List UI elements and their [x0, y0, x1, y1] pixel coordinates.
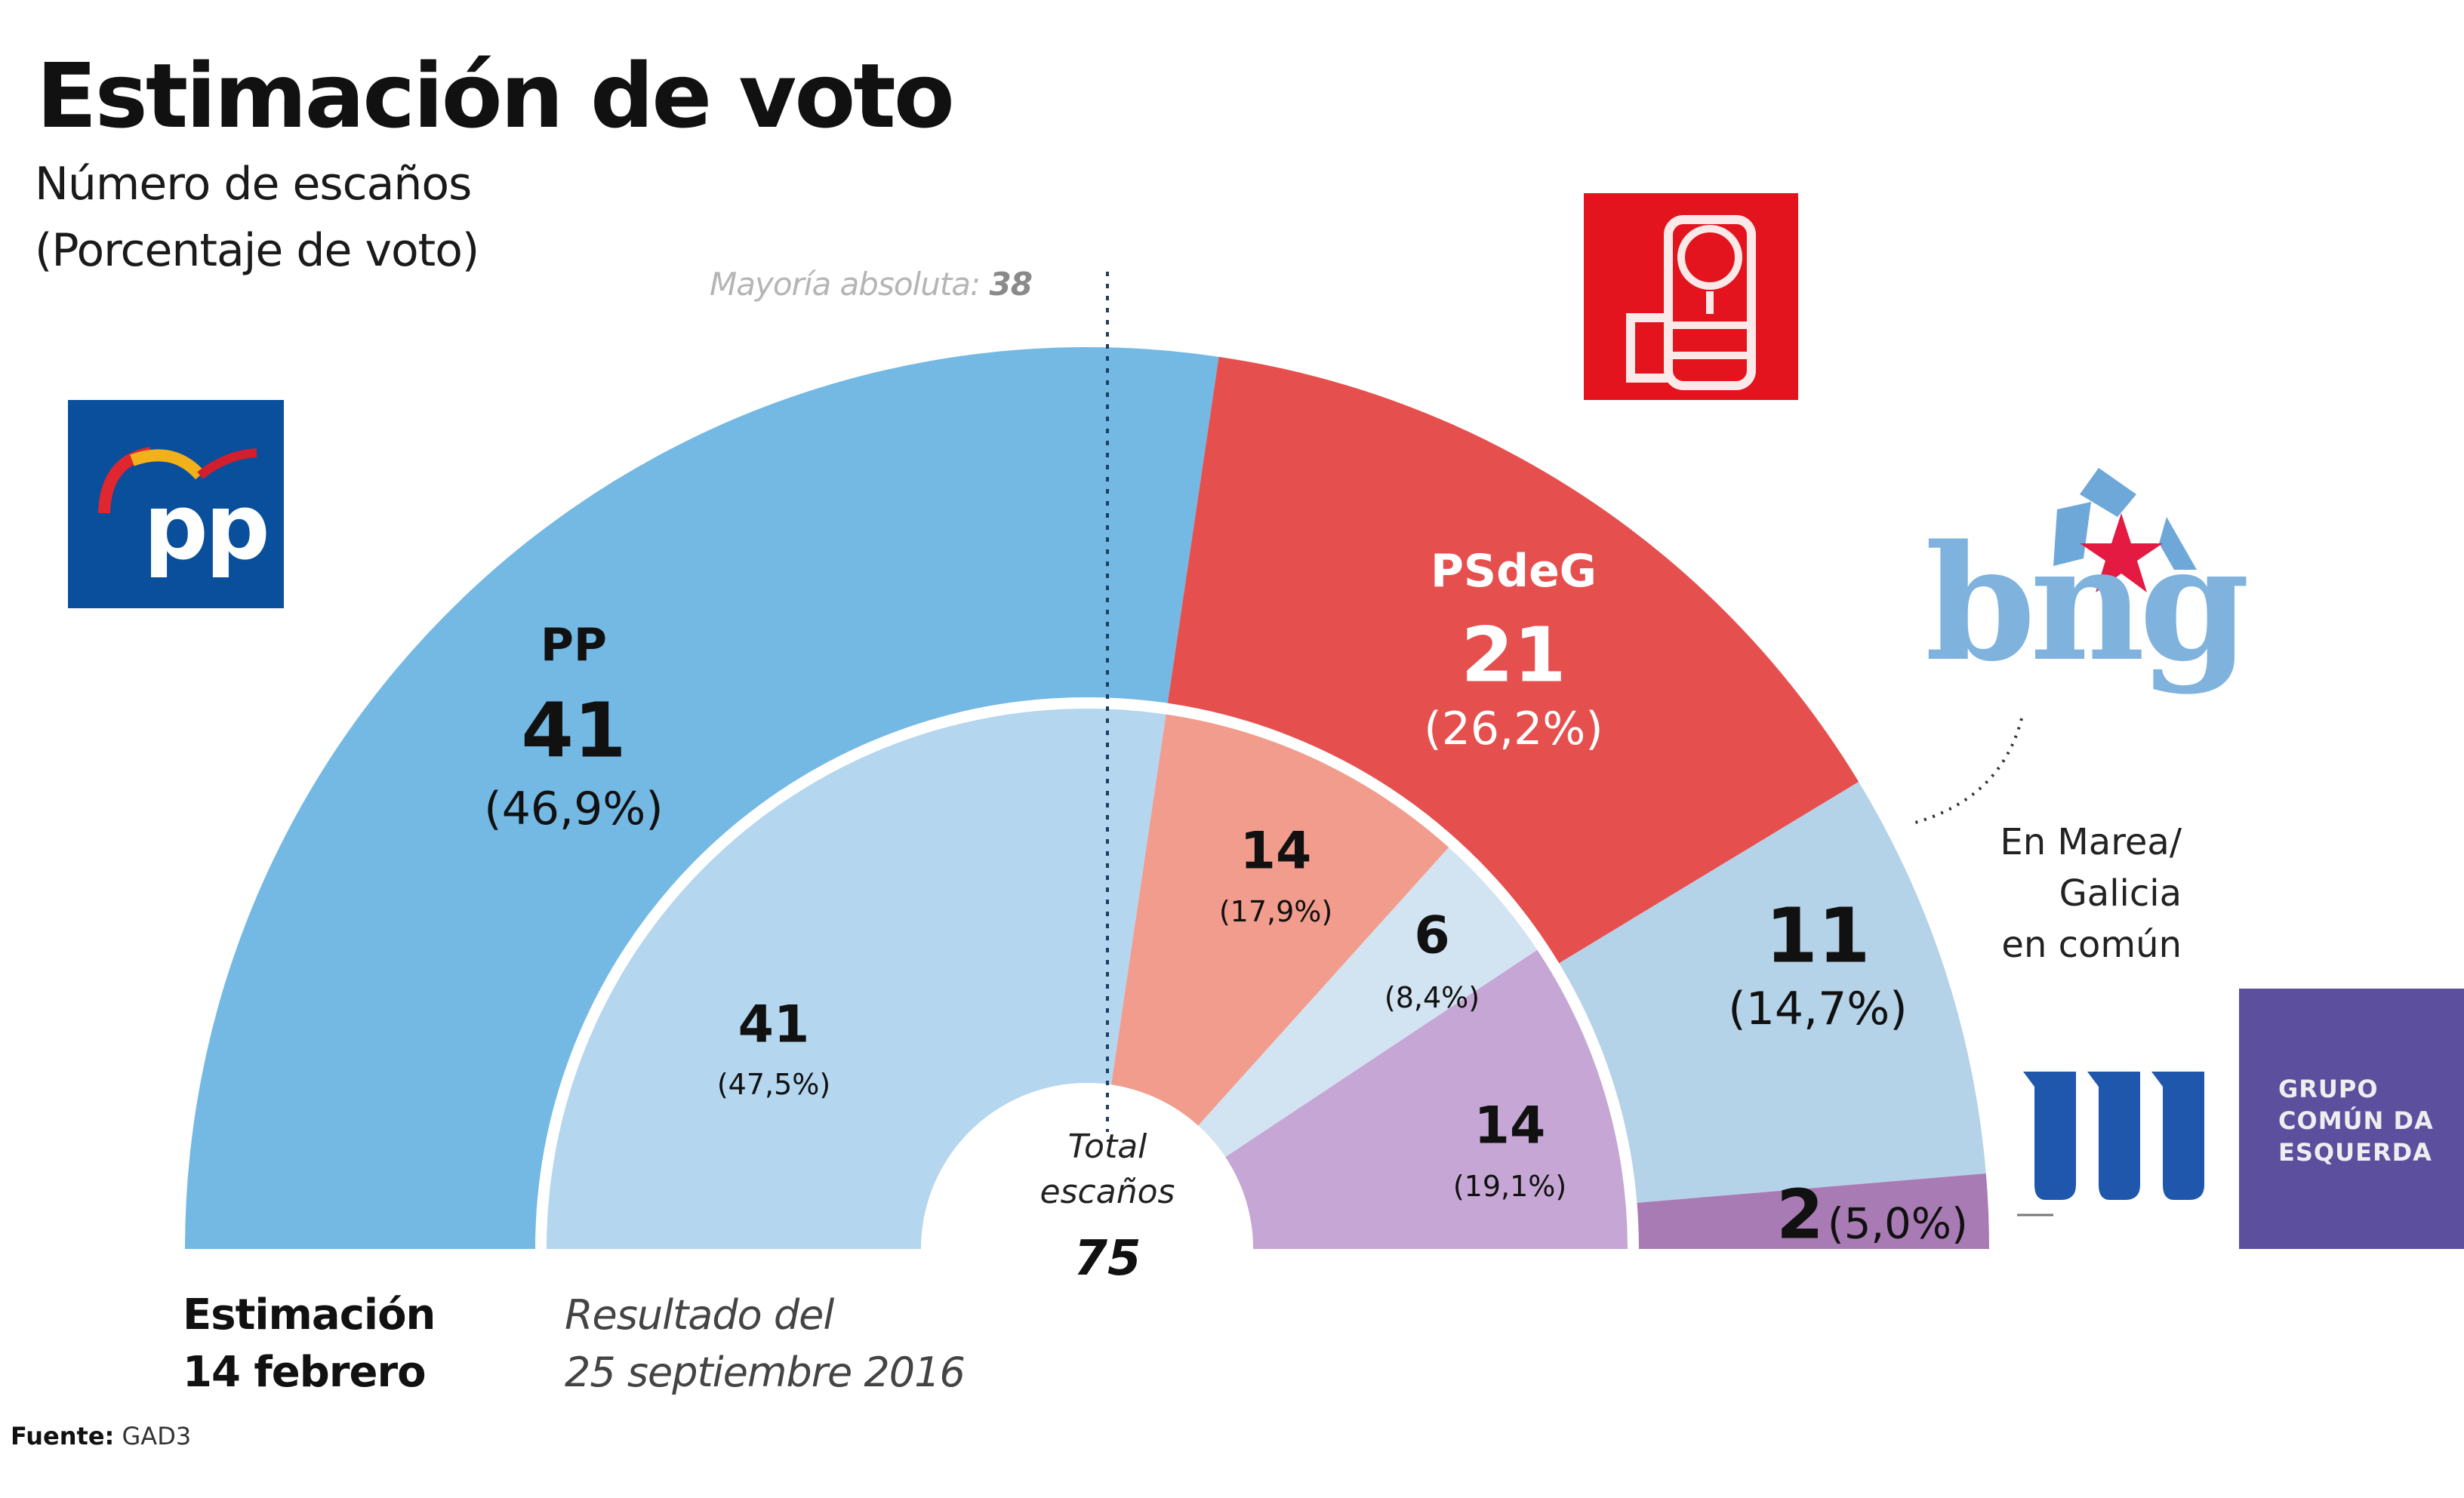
enmarea-2016-percent-label: (19,1%) — [1452, 1170, 1567, 1203]
subtitle-line-2: (Porcentaje de voto) — [35, 224, 479, 277]
pp-percent-label: (46,9%) — [484, 783, 664, 835]
ring-separator — [535, 697, 1639, 1250]
pp-logo-text: pp — [143, 475, 270, 580]
inner-segment-en-marea-galicia-en-com-n — [1225, 949, 1628, 1249]
bng-leader-line — [1909, 718, 2023, 826]
pp-logo-icon: pp — [68, 400, 284, 608]
gce-label: 2 (5,0%) — [1776, 1176, 1968, 1255]
bng-logo-text: bng — [1925, 510, 2250, 697]
outer-segment-grupo-com-n-da-esquerda — [1630, 1173, 1989, 1249]
majority-annotation: Mayoría absoluta: 38 — [710, 266, 1033, 303]
inner-caption-line-1: Resultado del — [565, 1291, 834, 1339]
bng-seats-label: 11 — [1765, 891, 1871, 980]
outer-segment-psdeg — [1166, 356, 1859, 967]
bng-2016-percent-label: (8,4%) — [1384, 981, 1480, 1014]
outer-ring-estimate — [185, 347, 1989, 1250]
psdeg-seats-label: 21 — [1461, 611, 1566, 700]
psdeg-percent-label: (26,2%) — [1424, 703, 1603, 755]
gce-logo-box: GRUPO COMÚN DA ESQUERDA — [2239, 989, 2464, 1249]
en-marea-line-1: En Marea/ — [2000, 821, 2182, 863]
total-seats-caption: Total escaños — [1040, 1124, 1175, 1215]
psdeg-name-label: PSdeG — [1430, 545, 1597, 598]
pp-seats-label: 41 — [521, 686, 627, 775]
pp-2016-seats-label: 41 — [738, 995, 810, 1055]
total-caption-line-2: escaños — [1040, 1173, 1175, 1211]
pp-2016-percent-label: (47,5%) — [716, 1068, 831, 1101]
outer-ring-caption: Estimación 14 febrero — [183, 1287, 436, 1401]
outer-caption-line-2: 14 febrero — [183, 1348, 427, 1397]
gce-logo-text: GRUPO COMÚN DA ESQUERDA — [2278, 1073, 2434, 1168]
inner-ring-2016 — [547, 709, 1628, 1249]
psdeg-2016-seats-label: 14 — [1240, 821, 1312, 881]
majority-value: 38 — [989, 266, 1033, 303]
bng-2016-seats-label: 6 — [1414, 906, 1450, 966]
chart-title: Estimación de voto — [36, 44, 955, 148]
enmarea-2016-seats-label: 14 — [1474, 1096, 1546, 1156]
gce-line-3: ESQUERDA — [2278, 1138, 2432, 1167]
inner-segment-bng — [1198, 847, 1538, 1158]
source-label: Fuente: — [11, 1422, 115, 1450]
majority-label: Mayoría absoluta: — [710, 266, 981, 303]
pp-name-label: PP — [541, 619, 607, 672]
gce-percent-label: (5,0%) — [1827, 1199, 1968, 1249]
psoe-logo-icon — [1584, 193, 1798, 400]
outer-segment-pp — [185, 347, 1219, 1250]
inner-caption-line-2: 25 septiembre 2016 — [565, 1349, 966, 1396]
outer-caption-line-1: Estimación — [183, 1290, 436, 1340]
outer-segment-bng — [1553, 781, 1986, 1204]
source-value: GAD3 — [122, 1422, 192, 1450]
total-caption-line-1: Total — [1067, 1127, 1147, 1166]
subtitle-line-1: Número de escaños — [35, 158, 472, 211]
inner-segment-pp — [547, 709, 1166, 1249]
en-marea-line-3: en común — [2001, 924, 2182, 966]
inner-ring-caption: Resultado del 25 septiembre 2016 — [565, 1287, 966, 1401]
bng-logo-icon: bng — [1917, 445, 2250, 717]
en-marea-line-2: Galicia — [2059, 872, 2182, 915]
chart-subtitle: Número de escaños (Porcentaje de voto) — [35, 151, 479, 284]
gce-m-logo-icon — [2016, 1057, 2235, 1207]
gce-line-1: GRUPO — [2278, 1075, 2379, 1103]
en-marea-label: En Marea/ Galicia en común — [1985, 817, 2182, 970]
psdeg-2016-percent-label: (17,9%) — [1218, 895, 1333, 928]
gce-line-2: COMÚN DA — [2278, 1106, 2434, 1135]
gce-seats-label: 2 — [1776, 1175, 1824, 1255]
inner-segment-psdeg — [1111, 714, 1449, 1126]
total-seats-value: 75 — [1073, 1231, 1141, 1287]
bng-percent-label: (14,7%) — [1728, 983, 1908, 1035]
bottom-mask — [0, 1249, 2464, 1498]
source-note: Fuente: GAD3 — [11, 1422, 191, 1450]
